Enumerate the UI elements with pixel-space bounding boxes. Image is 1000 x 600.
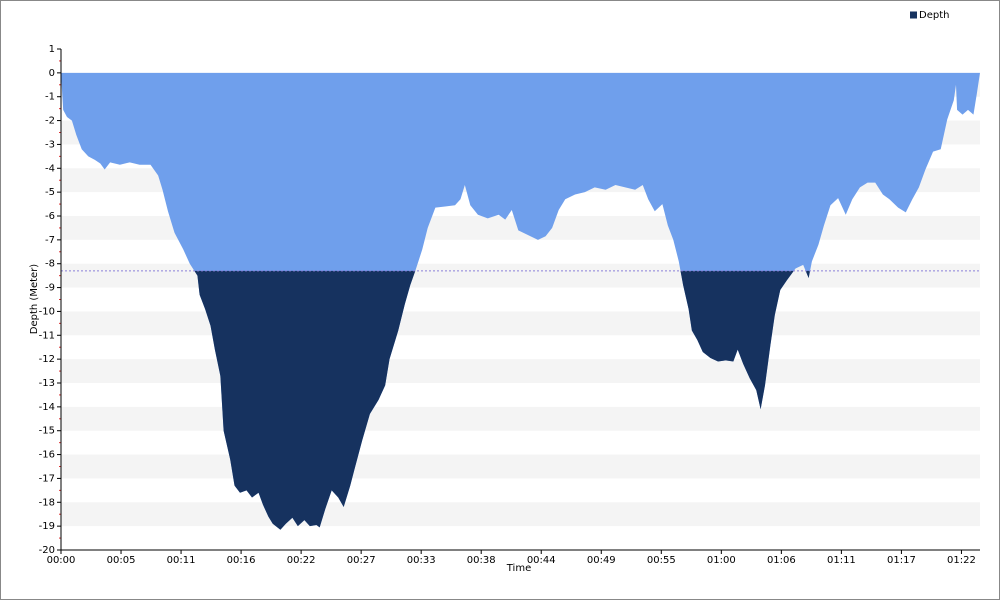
grid-band (61, 311, 980, 336)
x-tick-label: 00:38 (467, 555, 496, 566)
x-tick-label: 00:05 (107, 555, 136, 566)
x-tick-label: 01:17 (887, 555, 916, 566)
y-tick-label: -2 (45, 116, 55, 127)
y-tick-label: -4 (45, 163, 55, 174)
y-tick-label: -18 (39, 497, 55, 508)
x-tick-label: 00:27 (347, 555, 376, 566)
grid-band (61, 454, 980, 479)
legend-swatch (910, 11, 917, 19)
x-tick-label: 00:22 (287, 555, 316, 566)
x-tick-label: 01:22 (947, 555, 976, 566)
x-tick-label: 01:00 (707, 555, 736, 566)
x-tick-label: 00:16 (227, 555, 256, 566)
y-tick-label: -10 (39, 306, 55, 317)
grid-band (61, 502, 980, 527)
x-tick-label: 01:11 (827, 555, 856, 566)
y-tick-label: -8 (45, 259, 55, 270)
y-tick-label: -11 (39, 330, 55, 341)
y-tick-label: -15 (39, 426, 55, 437)
x-axis-label: Time (506, 563, 531, 574)
y-tick-label: -14 (39, 402, 55, 413)
y-tick-label: 1 (49, 44, 55, 55)
y-tick-label: -16 (39, 450, 55, 461)
y-tick-label: -5 (45, 187, 55, 198)
y-tick-label: -19 (39, 521, 55, 532)
y-tick-label: -7 (45, 235, 55, 246)
grid-band (61, 359, 980, 383)
x-tick-label: 00:55 (647, 555, 676, 566)
x-tick-label: 00:49 (587, 555, 616, 566)
y-tick-label: -3 (45, 139, 55, 150)
y-tick-label: -12 (39, 354, 55, 365)
y-tick-label: 0 (49, 68, 55, 79)
depth-area-below-threshold (194, 270, 811, 530)
y-tick-label: -9 (45, 283, 55, 294)
y-tick-label: -20 (39, 545, 55, 556)
y-tick-label: -6 (45, 211, 55, 222)
x-tick-label: 00:11 (167, 555, 196, 566)
y-axis-label: Depth (Meter) (29, 264, 40, 335)
y-tick-label: -13 (39, 378, 55, 389)
x-tick-label: 01:06 (767, 555, 796, 566)
x-tick-label: 00:44 (527, 555, 556, 566)
x-tick-label: 00:33 (407, 555, 436, 566)
grid-band (61, 406, 980, 431)
legend-label: Depth (919, 10, 949, 21)
x-tick-label: 00:00 (47, 555, 76, 566)
y-tick-label: -1 (45, 92, 55, 103)
y-tick-label: -17 (39, 473, 55, 484)
